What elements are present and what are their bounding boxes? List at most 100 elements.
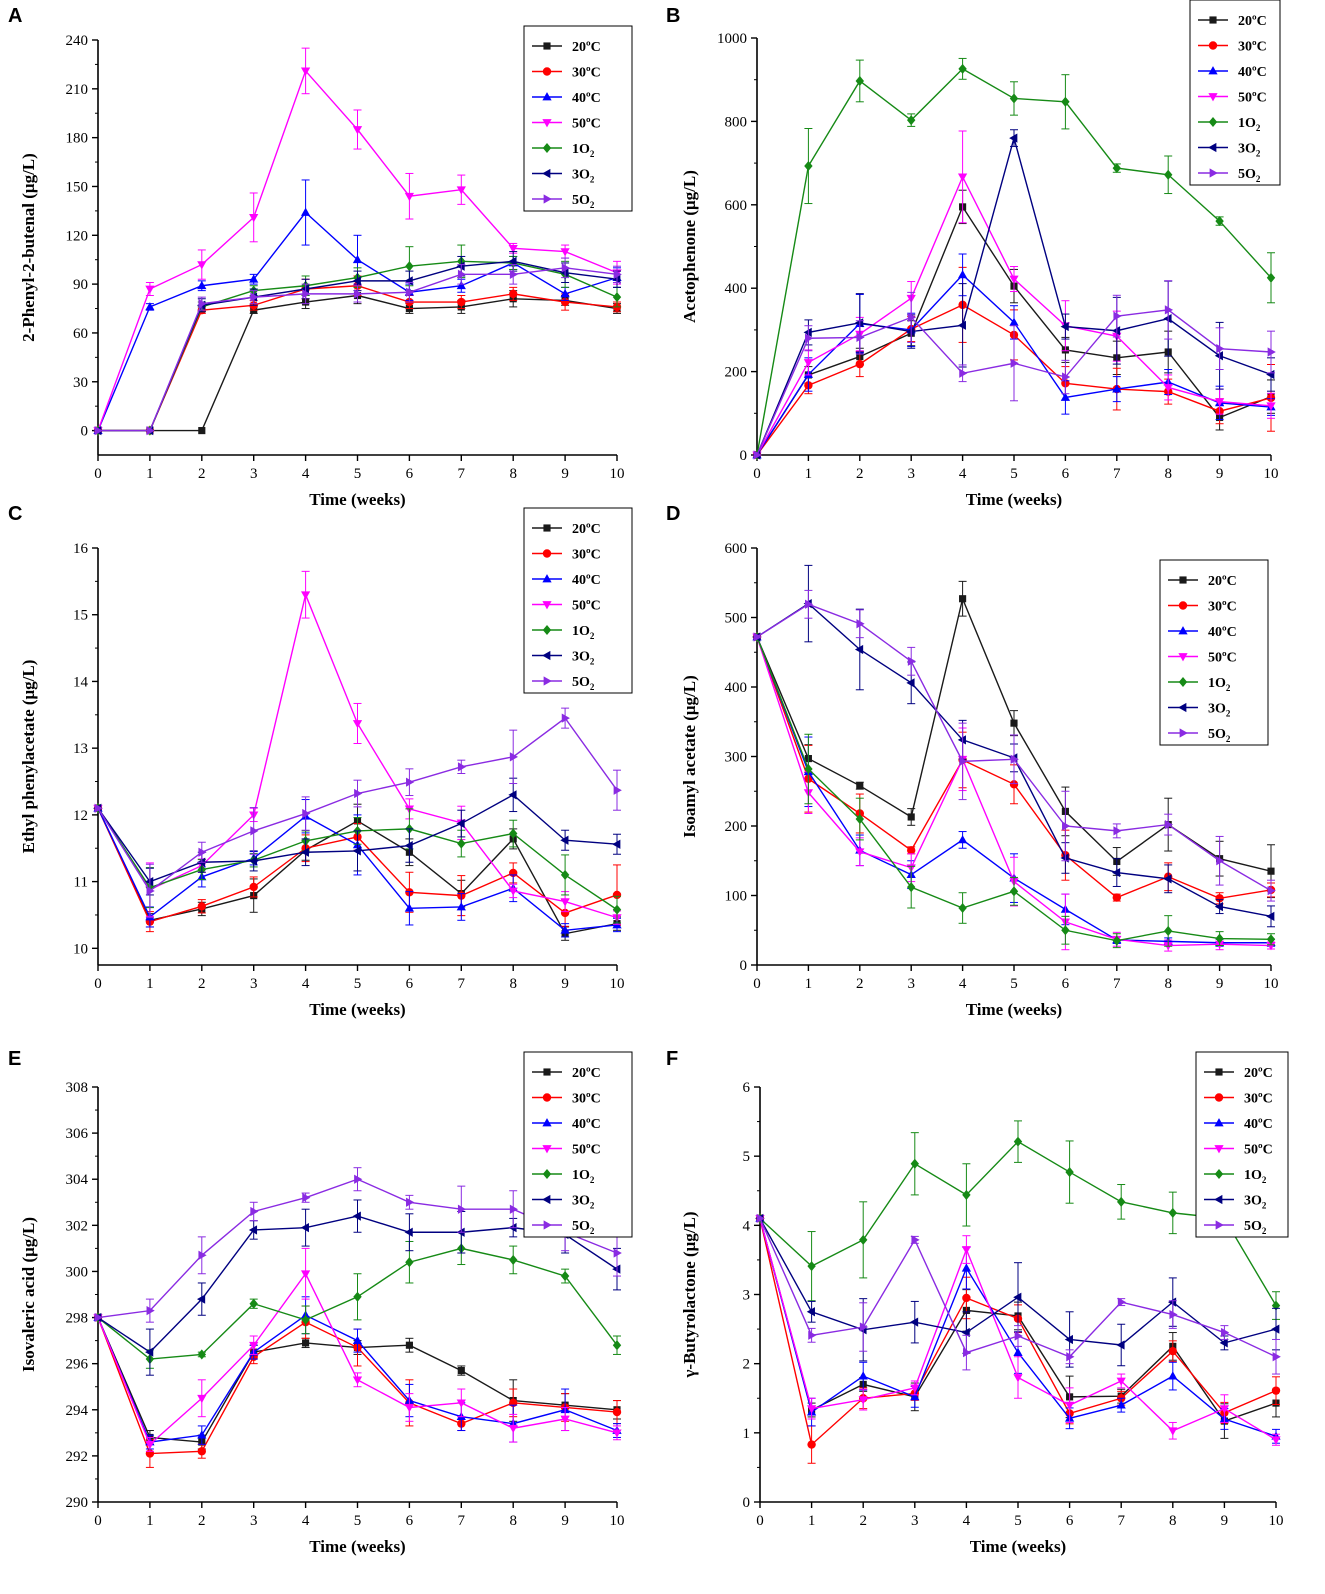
data-point (907, 115, 916, 126)
data-point (94, 425, 103, 436)
data-point (352, 254, 363, 264)
data-point (1164, 819, 1174, 830)
data-point (910, 1158, 919, 1169)
data-point (1009, 780, 1019, 789)
x-tick-label: 1 (146, 1513, 154, 1529)
data-point (354, 289, 363, 299)
legend-label: 20ºC (572, 1066, 601, 1081)
y-tick-label: 13 (73, 741, 88, 757)
legend-label: 3O2 (1244, 1194, 1267, 1211)
data-point (457, 762, 467, 772)
data-point (1168, 1347, 1178, 1356)
y-tick-label: 12 (73, 808, 88, 824)
x-tick-label: 3 (911, 1513, 919, 1529)
legend-label: 5O2 (1244, 1219, 1267, 1236)
legend: 20ºC 30ºC 40ºC 50ºC 1O2 3O2 5O2 (1195, 1051, 1289, 1238)
x-tick-label: 5 (1014, 1513, 1022, 1529)
data-point (805, 333, 814, 343)
x-tick-label: 4 (302, 976, 310, 992)
y-tick-label: 600 (725, 198, 748, 214)
x-tick-label: 8 (1169, 1513, 1177, 1529)
x-tick-label: 3 (907, 976, 915, 992)
data-point (1266, 369, 1275, 380)
panel-f: F 0 1 2 3 4 5 6 0 1 2 3 4 5 6 7 8 9 10 Time (weeks) γ-Butyro… (666, 1048, 1289, 1556)
x-tick-label: 2 (856, 976, 864, 992)
data-point (1112, 384, 1122, 393)
y-tick-label: 11 (74, 875, 88, 891)
data-point (808, 1330, 817, 1340)
x-tick-label: 7 (1113, 466, 1121, 482)
legend-label-subscript: 2 (590, 657, 595, 667)
y-tick-label: 500 (725, 611, 748, 627)
legend-box (1159, 559, 1269, 746)
legend-marker (1178, 702, 1187, 713)
data-point (753, 632, 762, 642)
data-point (1113, 826, 1122, 836)
y-tick-label: 800 (725, 114, 748, 130)
data-point (508, 256, 517, 266)
data-point (1163, 314, 1172, 324)
data-point (456, 902, 466, 911)
x-tick-label: 3 (250, 976, 258, 992)
data-point (1271, 1436, 1281, 1445)
data-point (806, 1307, 815, 1317)
data-point (1060, 392, 1071, 401)
legend-label: 20ºC (1208, 574, 1237, 589)
data-point (612, 292, 622, 303)
data-point (352, 846, 361, 856)
legend-label: 50ºC (572, 117, 601, 132)
data-point (404, 1404, 415, 1413)
series-40C (93, 179, 622, 434)
legend-marker (542, 1168, 552, 1180)
data-point (858, 1396, 868, 1405)
data-point (1167, 1297, 1177, 1307)
legend-label: 1O2 (572, 624, 595, 641)
data-point (612, 1340, 622, 1351)
data-point (963, 1347, 972, 1358)
panel-letter: C (8, 503, 22, 525)
legend-marker (1179, 728, 1188, 738)
data-point (957, 173, 968, 182)
data-point (612, 274, 621, 284)
legend-label: 3O2 (572, 1194, 595, 1211)
data-point (1215, 894, 1224, 903)
x-tick-label: 3 (250, 466, 258, 482)
legend-label: 50ºC (572, 1143, 601, 1158)
x-tick-label: 9 (561, 976, 569, 992)
data-point (1168, 1207, 1177, 1218)
series-line (98, 285, 618, 432)
data-point (909, 1317, 919, 1327)
data-point (197, 902, 206, 911)
data-point (1271, 1386, 1281, 1395)
legend-label-subscript: 2 (590, 682, 595, 692)
y-tick-label: 180 (66, 131, 89, 147)
x-tick-label: 1 (146, 976, 154, 992)
data-point (859, 1322, 869, 1332)
data-point (249, 1298, 258, 1309)
data-point (1009, 317, 1019, 326)
x-tick-label: 5 (354, 466, 362, 482)
data-point (1116, 1377, 1126, 1386)
data-point (907, 312, 917, 323)
legend-marker (1208, 66, 1218, 75)
legend-marker (1215, 1220, 1224, 1230)
data-point (145, 285, 155, 294)
x-tick-label: 10 (1264, 976, 1279, 992)
data-point (907, 882, 916, 893)
data-point (404, 1227, 413, 1237)
data-point (959, 368, 968, 378)
data-point (352, 276, 361, 286)
data-point (352, 1376, 363, 1385)
legend-marker (542, 1194, 551, 1205)
legend-label: 3O2 (572, 650, 595, 667)
data-point (197, 261, 207, 270)
data-point (404, 903, 415, 912)
data-point (1113, 311, 1122, 321)
x-axis-title: Time (weeks) (309, 1000, 405, 1019)
data-point (1009, 886, 1019, 897)
y-tick-label: 210 (66, 82, 89, 98)
data-point (1267, 347, 1276, 357)
legend: 20ºC 30ºC 40ºC 50ºC 1O2 3O2 5O2 (523, 25, 633, 212)
y-tick-label: 0 (740, 448, 748, 464)
data-point (457, 838, 466, 849)
